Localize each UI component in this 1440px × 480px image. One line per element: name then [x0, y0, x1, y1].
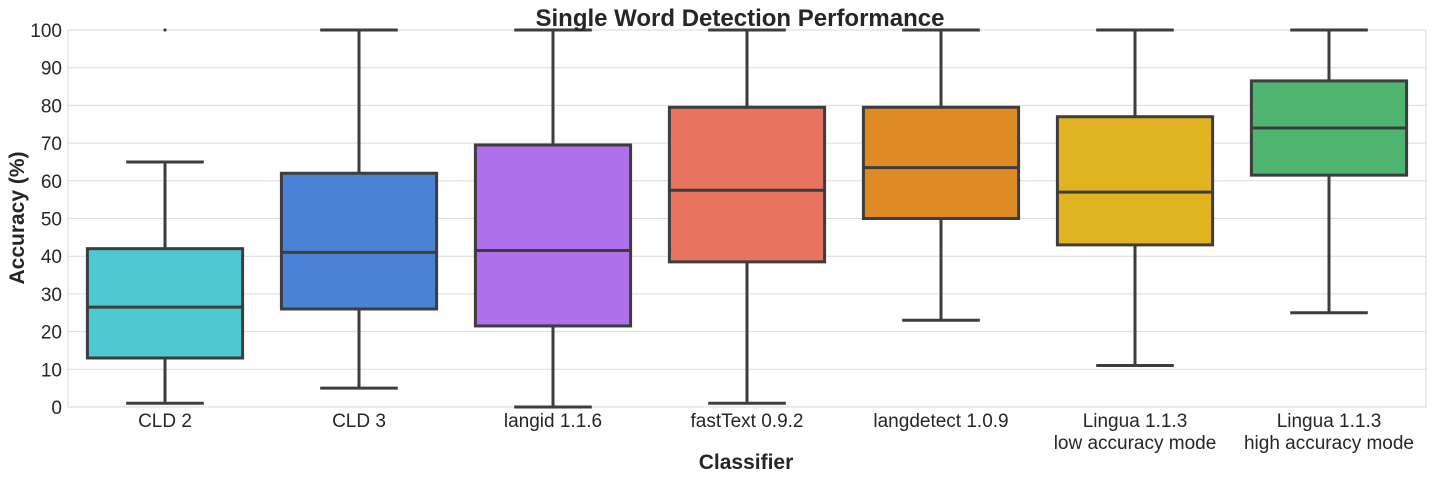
x-tick-label: langid 1.1.6: [504, 411, 602, 432]
y-tick-label: 20: [41, 323, 62, 344]
box-group: [861, 28, 1021, 322]
x-tick-label: Lingua 1.1.3 low accuracy mode: [1054, 411, 1217, 454]
x-tick-label-line: Lingua 1.1.3: [1083, 411, 1188, 432]
y-tick-label: 100: [30, 21, 62, 42]
box-group: [279, 28, 439, 390]
box: [1055, 115, 1215, 247]
x-axis-ticks: CLD 2 CLD 3 langid 1.1.6 fastText 0.9.2 lang…: [138, 411, 1414, 454]
box-group: [667, 28, 827, 405]
x-tick-label-line: Lingua 1.1.3: [1277, 411, 1382, 432]
y-tick-label: 70: [41, 134, 62, 155]
box-series: [85, 28, 1409, 409]
x-tick-label: langdetect 1.0.9: [873, 411, 1008, 432]
x-tick-label-line: CLD 3: [332, 411, 386, 432]
x-tick-label-line: fastText 0.9.2: [690, 411, 803, 432]
box-group: [1055, 28, 1215, 368]
y-tick-label: 30: [41, 285, 62, 306]
box-group: [1249, 28, 1409, 315]
chart-title: Single Word Detection Performance: [536, 5, 945, 32]
box: [85, 247, 245, 360]
box-group: [473, 28, 633, 409]
x-tick-label: Lingua 1.1.3 high accuracy mode: [1244, 411, 1414, 454]
x-tick-label: CLD 2: [138, 411, 192, 432]
y-tick-label: 40: [41, 247, 62, 268]
x-tick-label: CLD 3: [332, 411, 386, 432]
x-tick-label-line: langid 1.1.6: [504, 411, 602, 432]
y-tick-label: 90: [41, 59, 62, 80]
outlier-point: [163, 28, 167, 32]
y-tick-label: 0: [51, 398, 62, 419]
y-tick-label: 60: [41, 172, 62, 193]
x-tick-label-line: langdetect 1.0.9: [873, 411, 1008, 432]
x-tick-label-line: low accuracy mode: [1054, 433, 1217, 454]
y-axis-ticks: 0 10 20 30 40 50 60 70 80 90 100: [30, 21, 62, 419]
y-tick-label: 50: [41, 210, 62, 231]
box: [279, 171, 439, 311]
box-group: [85, 28, 245, 405]
x-tick-label: fastText 0.9.2: [690, 411, 803, 432]
x-axis-label: Classifier: [699, 451, 794, 474]
box: [861, 105, 1021, 220]
y-tick-label: 80: [41, 96, 62, 117]
x-tick-label-line: high accuracy mode: [1244, 433, 1414, 454]
y-tick-label: 10: [41, 360, 62, 381]
x-tick-label-line: CLD 2: [138, 411, 192, 432]
y-axis-label: Accuracy (%): [6, 151, 29, 284]
box: [667, 105, 827, 264]
box: [473, 143, 633, 328]
